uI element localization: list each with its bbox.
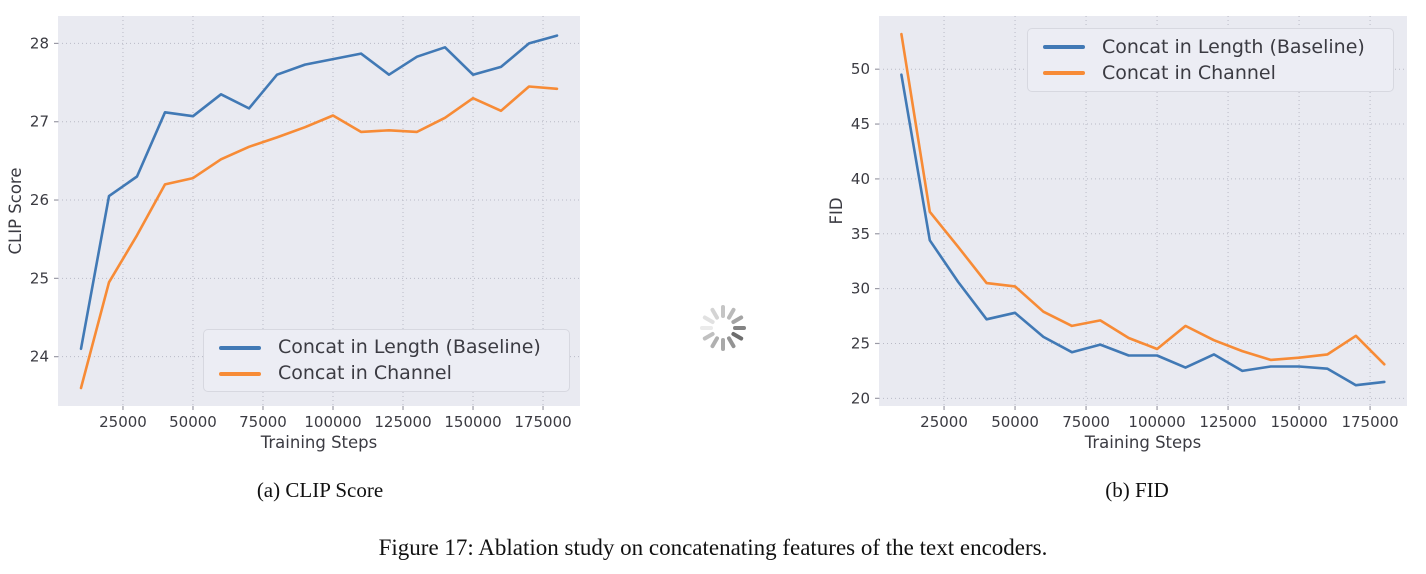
legend-entry-baseline: Concat in Length (Baseline) [1043, 35, 1378, 58]
spinner-spoke [709, 335, 720, 349]
svg-text:150000: 150000 [1270, 413, 1327, 431]
legend-clip-score: Concat in Length (Baseline) Concat in Ch… [203, 329, 570, 392]
svg-text:75000: 75000 [1062, 413, 1110, 431]
spinner-spoke [721, 305, 725, 318]
figure-caption: Figure 17: Ablation study on concatenati… [378, 535, 1048, 560]
svg-text:FID: FID [827, 197, 846, 224]
spinner-spoke [733, 326, 746, 330]
legend-entry-channel: Concat in Channel [1043, 61, 1378, 84]
svg-text:175000: 175000 [514, 413, 571, 431]
svg-text:20: 20 [851, 389, 870, 407]
svg-text:25000: 25000 [99, 413, 147, 431]
svg-text:Training Steps: Training Steps [1084, 433, 1202, 452]
svg-text:27: 27 [30, 113, 49, 131]
legend-fid: Concat in Length (Baseline) Concat in Ch… [1027, 28, 1394, 92]
svg-text:30: 30 [851, 280, 870, 298]
svg-text:75000: 75000 [239, 413, 287, 431]
svg-text:40: 40 [851, 170, 870, 188]
svg-text:35: 35 [851, 225, 870, 243]
spinner-spoke [730, 314, 744, 325]
svg-text:100000: 100000 [304, 413, 361, 431]
legend-label-channel: Concat in Channel [278, 362, 452, 384]
svg-text:28: 28 [30, 34, 49, 52]
channel-line-swatch [1043, 71, 1085, 75]
baseline-line-swatch [219, 345, 261, 350]
svg-text:25: 25 [30, 269, 49, 287]
subcaption-a: (a) CLIP Score [256, 478, 384, 502]
svg-text:45: 45 [851, 115, 870, 133]
spinner-spoke [721, 338, 725, 351]
svg-text:26: 26 [30, 191, 49, 209]
svg-text:CLIP Score: CLIP Score [6, 168, 25, 255]
svg-text:175000: 175000 [1341, 413, 1398, 431]
svg-text:125000: 125000 [1199, 413, 1256, 431]
spinner-spoke [700, 326, 713, 330]
svg-text:125000: 125000 [374, 413, 431, 431]
svg-text:25: 25 [851, 334, 870, 352]
svg-text:24: 24 [30, 348, 49, 366]
loading-spinner-icon [698, 303, 748, 353]
svg-text:25000: 25000 [920, 413, 968, 431]
svg-text:50: 50 [851, 60, 870, 78]
svg-text:150000: 150000 [444, 413, 501, 431]
baseline-line-swatch [1043, 45, 1085, 49]
legend-label-baseline: Concat in Length (Baseline) [278, 336, 541, 358]
svg-text:Training Steps: Training Steps [260, 433, 378, 452]
svg-text:50000: 50000 [991, 413, 1039, 431]
legend-entry-channel: Concat in Channel [219, 364, 554, 383]
legend-label-baseline: Concat in Length (Baseline) [1102, 35, 1365, 58]
svg-text:50000: 50000 [169, 413, 217, 431]
legend-entry-baseline: Concat in Length (Baseline) [219, 338, 554, 357]
svg-text:100000: 100000 [1128, 413, 1185, 431]
subcaption-b: (b) FID [1105, 478, 1169, 502]
channel-line-swatch [219, 371, 261, 376]
legend-label-channel: Concat in Channel [1102, 61, 1276, 84]
